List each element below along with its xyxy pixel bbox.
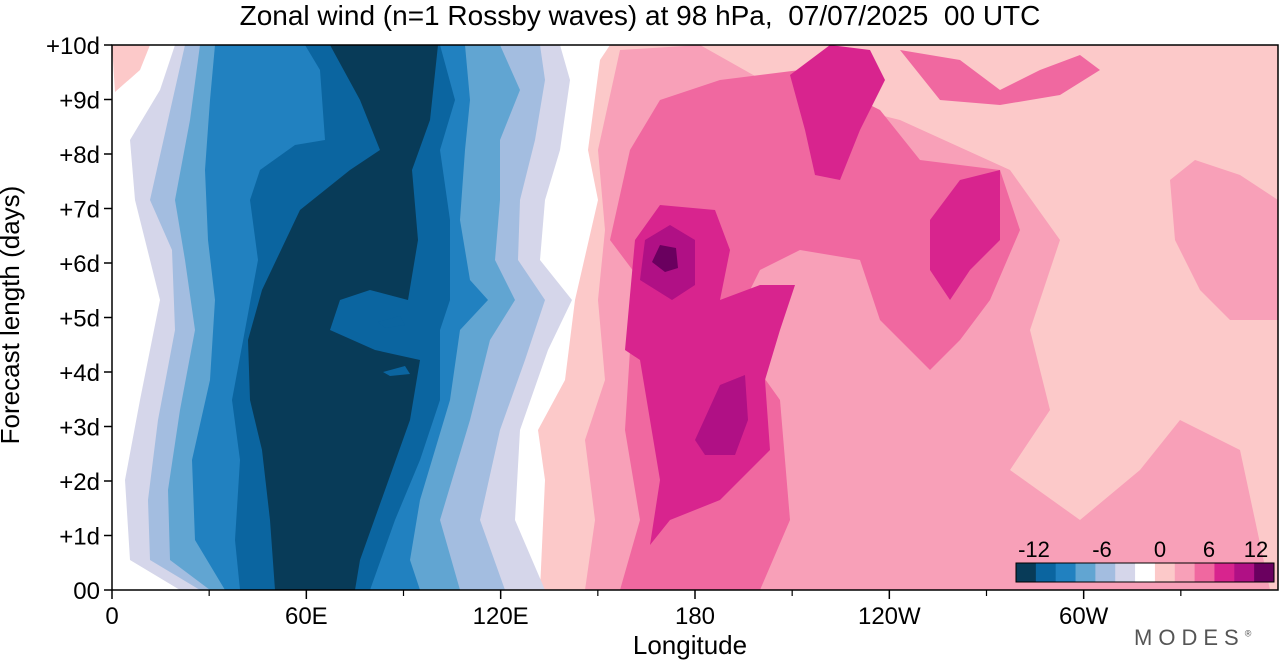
x-tick-label: 180 [675, 603, 715, 630]
y-tick-label: +9d [59, 88, 100, 115]
y-tick-label: +4d [59, 360, 100, 387]
chart-title: Zonal wind (n=1 Rossby waves) at 98 hPa,… [239, 0, 1041, 31]
contour-pos-6 [652, 245, 678, 272]
colorbar-frame [1015, 562, 1275, 583]
plot-area [111, 44, 1279, 591]
colorbar-swatch [1234, 563, 1255, 582]
y-tick-label: +6d [59, 251, 100, 278]
contour-pos-5b [695, 375, 748, 455]
contour-field [112, 45, 1278, 590]
y-tick-label: +3d [59, 415, 100, 442]
colorbar-swatch [1214, 563, 1235, 582]
colorbar-swatch [1035, 563, 1057, 582]
x-tick-label: 120E [473, 603, 529, 630]
y-tick-label: 00 [73, 578, 100, 605]
contour-pos-4c [930, 170, 1000, 300]
colorbar: -12 -6 0 6 12 [1015, 537, 1275, 583]
colorbar-label: 12 [1244, 537, 1268, 562]
colorbar-label: 6 [1203, 537, 1215, 562]
x-tick-label: 120W [858, 603, 921, 630]
x-tick-label: 60E [285, 603, 328, 630]
x-tick-label: 60W [1059, 603, 1109, 630]
y-axis-label: Forecast length (days) [0, 185, 25, 445]
contour-neg-6 [248, 45, 438, 590]
colorbar-swatch [1075, 563, 1096, 582]
y-tick-label: +10d [46, 33, 100, 60]
colorbar-swatch [1135, 563, 1156, 582]
contour-pos-2b [1170, 160, 1278, 320]
colorbar-swatch [1194, 563, 1215, 582]
colorbar-label: -6 [1092, 537, 1112, 562]
y-tick-label: +8d [59, 142, 100, 169]
contour-neg-5c [383, 366, 410, 376]
y-tick-label: +7d [59, 197, 100, 224]
colorbar-label: -12 [1018, 537, 1050, 562]
y-tick-label: +5d [59, 306, 100, 333]
axes: 0 60E 120E 180 120W 60W 00 +1d +2d +3d +4d +5d +6d +7… [46, 33, 1182, 630]
colorbar-swatch [1154, 563, 1176, 582]
contour-neg-5b [378, 316, 405, 328]
colorbar-swatch [1174, 563, 1196, 582]
modes-logo: MODES® [1134, 625, 1252, 650]
contour-pos-3b [900, 50, 1100, 105]
x-tick-label: 0 [105, 603, 118, 630]
y-tick-label: +2d [59, 469, 100, 496]
y-tick-label: +1d [59, 524, 100, 551]
colorbar-swatch [1254, 563, 1275, 582]
colorbar-label: 0 [1154, 537, 1166, 562]
colorbar-swatch [1016, 563, 1037, 582]
contour-pos-1b [112, 45, 150, 92]
colorbar-swatch [1055, 563, 1077, 582]
contour-pos-4b [790, 45, 885, 180]
colorbar-swatch [1115, 563, 1136, 582]
colorbar-swatch [1095, 563, 1116, 582]
x-axis-label: Longitude [632, 630, 748, 660]
